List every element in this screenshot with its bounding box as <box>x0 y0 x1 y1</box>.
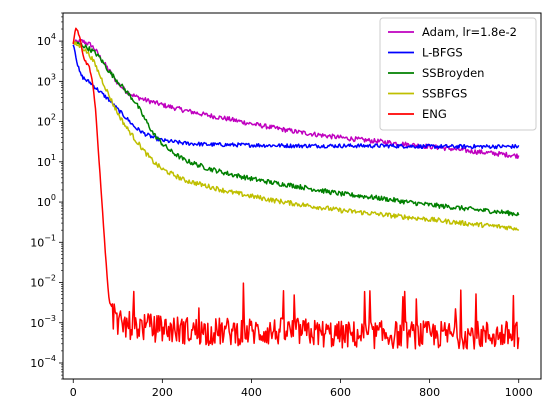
legend-label: SSBroyden <box>422 66 484 80</box>
x-tick-label: 600 <box>330 386 351 399</box>
y-tick-label: 104 <box>37 32 56 48</box>
series-line-3 <box>72 40 520 232</box>
series-layer <box>72 27 520 350</box>
x-tick-label: 200 <box>152 386 173 399</box>
legend-label: ENG <box>422 107 447 121</box>
y-axis: 10−4 10−3 10−2 10−1 100 101 102 103 104 <box>30 12 63 380</box>
legend: Adam, lr=1.8e-2 L-BFGS SSBroyden SSBFGS ENG <box>379 17 537 131</box>
plot-frame <box>62 12 542 380</box>
x-tick-label: 800 <box>419 386 440 399</box>
y-tick-label: 10−2 <box>30 274 56 290</box>
x-tick-label: 1000 <box>505 386 533 399</box>
x-axis: 0 200 400 600 800 1000 <box>70 379 533 399</box>
y-tick-label: 103 <box>37 72 56 88</box>
y-tick-label: 102 <box>37 113 56 129</box>
series-line-0 <box>72 38 520 159</box>
legend-box <box>379 17 537 131</box>
legend-label: L-BFGS <box>422 46 463 60</box>
y-tick-label: 101 <box>37 153 56 169</box>
y-tick-label: 10−3 <box>30 314 56 330</box>
y-tick-label: 10−1 <box>30 233 56 249</box>
y-tick-label: 100 <box>37 193 56 209</box>
series-line-2 <box>73 41 520 217</box>
legend-label: Adam, lr=1.8e-2 <box>422 25 517 39</box>
x-tick-label: 400 <box>241 386 262 399</box>
y-tick-label: 10−4 <box>30 354 56 370</box>
series-line-1 <box>72 44 520 150</box>
legend-label: SSBFGS <box>422 87 467 101</box>
series-line-4 <box>72 27 520 350</box>
x-tick-label: 0 <box>70 386 77 399</box>
